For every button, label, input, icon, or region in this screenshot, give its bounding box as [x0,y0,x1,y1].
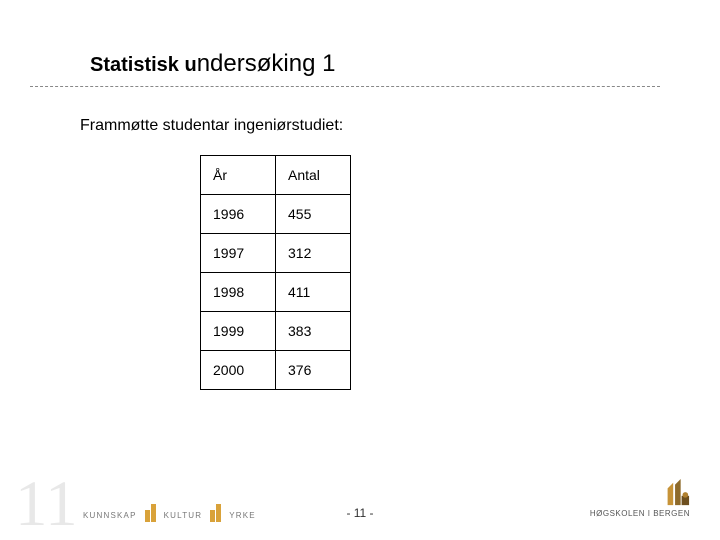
bars-icon [210,504,221,522]
table-row: 1999 383 [201,312,351,351]
cell-year: 1996 [201,195,276,234]
cell-count: 312 [276,234,351,273]
cell-count: 455 [276,195,351,234]
table-row: 1998 411 [201,273,351,312]
footer-word: KULTUR [164,511,203,520]
cell-count: 411 [276,273,351,312]
cell-count: 383 [276,312,351,351]
table-header-row: År Antal [201,156,351,195]
footer-word: YRKE [229,511,256,520]
college-logo-icon [662,479,690,507]
col-year: År [201,156,276,195]
cell-year: 1998 [201,273,276,312]
table-row: 1996 455 [201,195,351,234]
title-prefix: Statistisk u [90,54,197,76]
page-number: - 11 - [346,506,373,520]
table-row: 1997 312 [201,234,351,273]
cell-count: 376 [276,351,351,390]
page-title: Statistisk undersøking 1 [90,50,660,78]
footer-right-text: HØGSKOLEN I BERGEN [590,509,690,518]
slide: Statistisk undersøking 1 Frammøtte stude… [0,0,720,540]
data-table: År Antal 1996 455 1997 312 1998 411 1999… [200,155,351,390]
cell-year: 1997 [201,234,276,273]
divider [30,86,660,87]
title-main: ndersøking 1 [197,50,336,77]
col-count: Antal [276,156,351,195]
footer: KUNNSKAP KULTUR YRKE - 11 - HØGSKOLEN I … [0,488,720,528]
cell-year: 2000 [201,351,276,390]
subtitle: Frammøtte studentar ingeniørstudiet: [80,117,660,135]
table-row: 2000 376 [201,351,351,390]
footer-left-logo: KUNNSKAP KULTUR YRKE [80,504,259,522]
footer-word: KUNNSKAP [83,511,137,520]
cell-year: 1999 [201,312,276,351]
footer-right-logo: HØGSKOLEN I BERGEN [590,479,690,518]
bars-icon [145,504,156,522]
